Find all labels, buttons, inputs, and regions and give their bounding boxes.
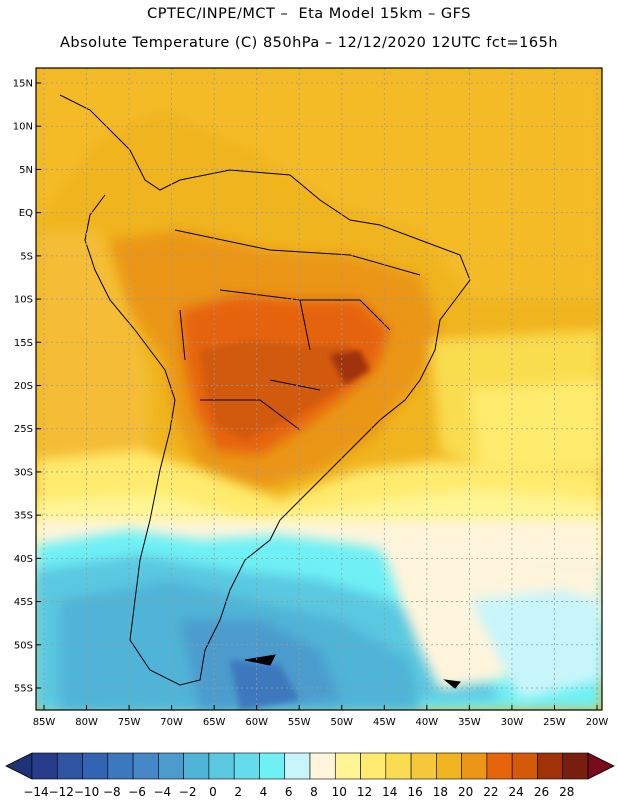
graticule bbox=[36, 68, 602, 710]
temperature-field bbox=[36, 68, 602, 710]
colorbar-swatch bbox=[132, 752, 159, 780]
lat-label: 40S bbox=[14, 554, 33, 565]
colorbar-swatch bbox=[360, 752, 387, 780]
colorbar-over-arrow bbox=[587, 752, 615, 780]
colorbar-swatch bbox=[436, 752, 462, 780]
colorbar-label: −14 bbox=[23, 785, 48, 799]
lon-label: 45W bbox=[373, 717, 396, 728]
lon-label: 75W bbox=[118, 717, 141, 728]
lon-label: 85W bbox=[33, 717, 56, 728]
colorbar-label: −2 bbox=[179, 785, 197, 799]
colorbar-swatch bbox=[461, 752, 488, 780]
lon-label: 40W bbox=[416, 717, 439, 728]
colorbar-label: −4 bbox=[154, 785, 172, 799]
colorbar-swatch bbox=[233, 752, 260, 780]
colorbar-swatch bbox=[511, 752, 538, 780]
colorbar-swatch bbox=[107, 752, 134, 780]
title-line-1: CPTEC/INPE/MCT – Eta Model 15km – GFS bbox=[147, 6, 471, 22]
colorbar-label: 0 bbox=[209, 785, 217, 799]
lon-label: 35W bbox=[458, 717, 481, 728]
colorbar-label: 14 bbox=[382, 785, 397, 799]
lat-label: 25S bbox=[14, 424, 33, 435]
colorbar-swatch bbox=[31, 752, 58, 780]
lat-label: 45S bbox=[14, 597, 33, 608]
colorbar-swatch bbox=[284, 752, 311, 780]
colorbar-label: 16 bbox=[407, 785, 422, 799]
colorbar-label: −8 bbox=[103, 785, 121, 799]
colorbar-label: 4 bbox=[260, 785, 268, 799]
lat-label: EQ bbox=[19, 208, 33, 219]
lat-label: 35S bbox=[14, 511, 33, 522]
lat-label: 55S bbox=[14, 684, 33, 695]
colorbar-swatch bbox=[486, 752, 513, 780]
lon-label: 50W bbox=[330, 717, 353, 728]
title-line-2: Absolute Temperature (C) 850hPa – 12/12/… bbox=[59, 35, 559, 51]
lat-label: 10N bbox=[13, 122, 33, 133]
colorbar-label: 10 bbox=[332, 785, 347, 799]
colorbar-label: 26 bbox=[534, 785, 549, 799]
lat-label: 15N bbox=[13, 79, 33, 90]
colorbar-label: 20 bbox=[458, 785, 473, 799]
colorbar-swatch bbox=[537, 752, 564, 780]
colorbar-swatch bbox=[410, 752, 437, 780]
colorbar-label: 8 bbox=[310, 785, 318, 799]
colorbar-swatch bbox=[208, 752, 235, 780]
colorbar-swatch bbox=[56, 752, 83, 780]
colorbar-swatch bbox=[385, 752, 412, 780]
lat-label: 30S bbox=[14, 467, 33, 478]
colorbar-label: 24 bbox=[509, 785, 524, 799]
colorbar: −14 −12 −10 −8 −6 −4 −2 0 2 4 6 8 10 12 14 16 18 20 22 24 26… bbox=[5, 752, 615, 799]
lon-label: 65W bbox=[203, 717, 226, 728]
colorbar-swatch bbox=[259, 752, 286, 780]
lon-label: 25W bbox=[543, 717, 566, 728]
coastlines bbox=[59, 94, 471, 689]
colorbar-label: 2 bbox=[234, 785, 242, 799]
colorbar-swatch bbox=[562, 752, 589, 780]
colorbar-swatch bbox=[334, 752, 361, 780]
colorbar-label: −6 bbox=[128, 785, 146, 799]
colorbar-swatch bbox=[158, 752, 184, 780]
lat-label: 5S bbox=[20, 251, 33, 262]
colorbar-label: 22 bbox=[483, 785, 498, 799]
colorbar-label: 18 bbox=[433, 785, 448, 799]
lon-label: 80W bbox=[75, 717, 98, 728]
lon-label: 30W bbox=[501, 717, 524, 728]
latitude-labels: 15N 10N 5N EQ 5S 10S 15S 20S 25S 30S 35S 40S 45S 50S 5… bbox=[13, 79, 41, 695]
lon-label: 70W bbox=[160, 717, 183, 728]
lat-label: 50S bbox=[14, 640, 33, 651]
colorbar-label: 28 bbox=[559, 785, 574, 799]
colorbar-label: −10 bbox=[74, 785, 99, 799]
longitude-labels: 85W 80W 75W 70W 65W 60W 55W 50W 45W 40W 35W 30W 25W 2… bbox=[33, 705, 609, 728]
colorbar-under-arrow bbox=[5, 752, 33, 780]
colorbar-swatch bbox=[183, 752, 210, 780]
colorbar-label: −12 bbox=[49, 785, 74, 799]
lon-label: 55W bbox=[288, 717, 311, 728]
colorbar-swatch bbox=[309, 752, 336, 780]
colorbar-label: 6 bbox=[285, 785, 293, 799]
lat-label: 10S bbox=[14, 295, 33, 306]
lon-label: 20W bbox=[586, 717, 609, 728]
lon-label: 60W bbox=[245, 717, 268, 728]
colorbar-label: 12 bbox=[357, 785, 372, 799]
lat-label: 5N bbox=[19, 165, 33, 176]
map-frame bbox=[35, 67, 603, 711]
colorbar-swatch bbox=[82, 752, 109, 780]
lat-label: 15S bbox=[14, 338, 33, 349]
lat-label: 20S bbox=[14, 381, 33, 392]
